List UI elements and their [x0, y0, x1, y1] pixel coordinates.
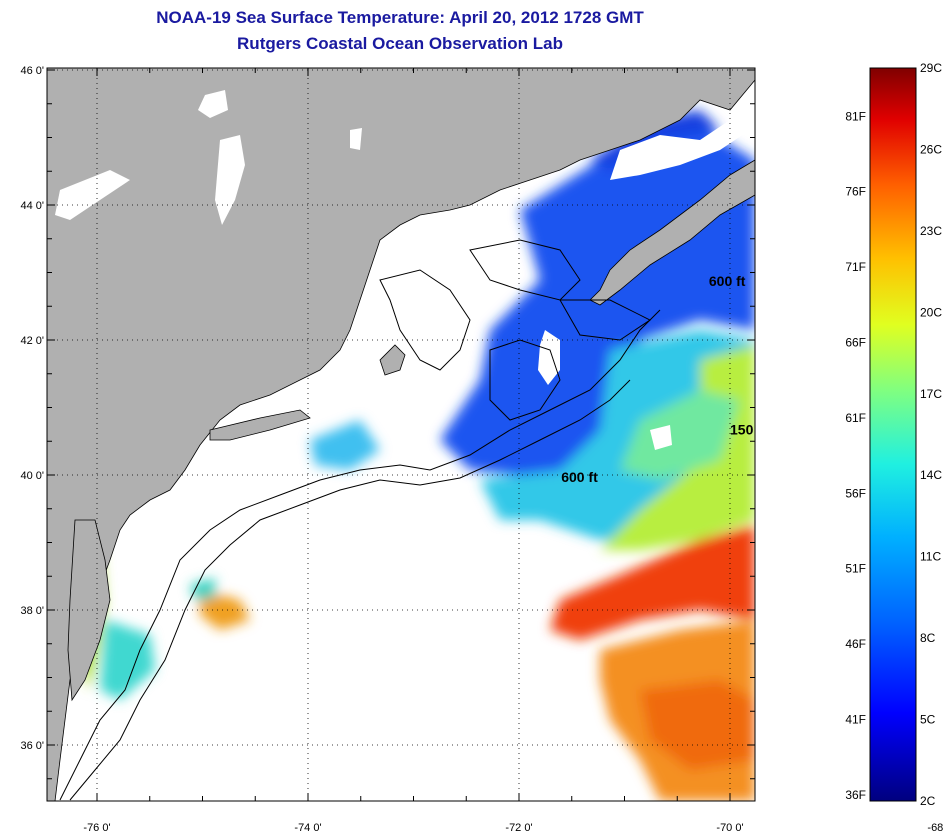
map-subtitle: Rutgers Coastal Ocean Observation Lab: [237, 34, 563, 53]
lat-label: 46 0': [20, 65, 44, 77]
lon-label: -76 0': [83, 822, 110, 834]
colorbar-fahrenheit-label: 56F: [845, 486, 866, 500]
lon-label: -68 0': [927, 822, 944, 834]
colorbar: 29C 26C 23C 20C 17C 14C 11C 8C 5C 2C 81F 76F 71F 66F 6…: [845, 61, 942, 808]
colorbar-fahrenheit-label: 46F: [845, 637, 866, 651]
contour-label: 600 ft: [561, 469, 598, 485]
lon-label: -70 0': [716, 822, 743, 834]
colorbar-celsius-label: 5C: [920, 713, 936, 727]
lat-label: 38 0': [20, 605, 44, 617]
colorbar-fahrenheit-label: 41F: [845, 713, 866, 727]
lakes: [55, 90, 750, 225]
map-frame: [46, 67, 756, 802]
colorbar-celsius-label: 17C: [920, 387, 942, 401]
lat-label: 44 0': [20, 200, 44, 212]
colorbar-celsius-label: 2C: [920, 794, 936, 808]
lat-label: 40 0': [20, 470, 44, 482]
axis-labels: 46 0' 44 0' 42 0' 40 0' 38 0' 36 0' -76 0' -74 …: [20, 65, 944, 834]
contour-label: 150 ft: [730, 422, 767, 438]
contour-label: 600 ft: [709, 273, 746, 289]
colorbar-celsius-label: 20C: [920, 305, 942, 319]
colorbar-celsius-label: 29C: [920, 61, 942, 75]
colorbar-fahrenheit-label: 66F: [845, 335, 866, 349]
colorbar-celsius-label: 8C: [920, 631, 936, 645]
colorbar-celsius-label: 14C: [920, 468, 942, 482]
axis-ticks: [47, 68, 755, 801]
colorbar-fahrenheit-label: 81F: [845, 109, 866, 123]
colorbar-fahrenheit-label: 36F: [845, 788, 866, 802]
colorbar-labels: 29C 26C 23C 20C 17C 14C 11C 8C 5C 2C 81F 76F 71F 66F 6…: [845, 61, 942, 808]
lon-label: -72 0': [505, 822, 532, 834]
colorbar-celsius-label: 11C: [920, 550, 941, 564]
graticule: [47, 68, 755, 801]
depth-contours: [59, 239, 661, 801]
colorbar-fahrenheit-label: 76F: [845, 185, 866, 199]
lat-label: 42 0': [20, 335, 44, 347]
lon-label: -74 0': [294, 822, 321, 834]
lat-label: 36 0': [20, 740, 44, 752]
colorbar-fahrenheit-label: 71F: [845, 260, 866, 274]
colorbar-celsius-label: 26C: [920, 142, 942, 156]
map-title: NOAA-19 Sea Surface Temperature: April 2…: [156, 8, 644, 27]
colorbar-celsius-label: 23C: [920, 224, 942, 238]
colorbar-scale: [869, 67, 917, 802]
colorbar-fahrenheit-label: 61F: [845, 411, 866, 425]
colorbar-fahrenheit-label: 51F: [845, 562, 866, 576]
